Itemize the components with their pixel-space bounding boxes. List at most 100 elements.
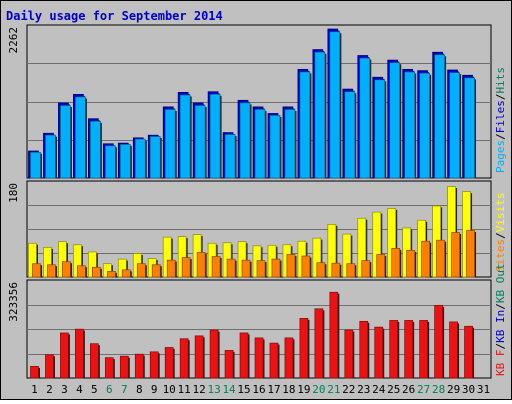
visits-sites-legend-text: Sites/Visits <box>494 193 507 273</box>
bar-sites-day-27 <box>421 240 430 278</box>
bar-pages-day-20 <box>314 51 326 179</box>
legend-kb-in: KB In <box>494 310 507 343</box>
hits-files-pages-legend: Pages/Files/Hits <box>494 67 507 173</box>
bar-pages-day-24 <box>374 79 386 179</box>
x-tick-label: 22 <box>342 383 355 396</box>
bar-kb-f-day-4 <box>75 328 84 379</box>
x-tick-label: 11 <box>178 383 191 396</box>
bar-kb-f-day-20 <box>314 308 324 379</box>
bar-pages-day-28 <box>434 54 445 179</box>
bar-pages-day-11 <box>179 94 191 179</box>
bar-pages-day-21 <box>329 31 341 179</box>
bar-kb-f-day-10 <box>164 347 174 379</box>
legend-separator: / <box>494 343 507 350</box>
y-max-label: 2262 <box>7 27 20 54</box>
bar-kb-f-day-8 <box>134 353 144 379</box>
bar-sites-day-15 <box>241 259 251 278</box>
bar-sites-day-30 <box>466 230 475 278</box>
legend-kb-out: KB Out <box>494 263 507 303</box>
bar-kb-f-day-15 <box>239 332 249 379</box>
bar-kb-f-day-22 <box>344 329 354 379</box>
bar-kb-f-day-14 <box>224 350 234 379</box>
bar-sites-day-11 <box>181 257 191 278</box>
bar-sites-day-4 <box>77 265 86 278</box>
legend-separator: / <box>494 94 507 101</box>
x-tick-label: 13 <box>207 383 220 396</box>
legend-files: Files <box>494 100 507 133</box>
x-tick-label: 29 <box>447 383 460 396</box>
bar-pages-day-9 <box>149 136 161 179</box>
bar-pages-day-7 <box>119 144 131 179</box>
bar-kb-f-day-6 <box>104 357 114 379</box>
bar-sites-day-2 <box>47 264 56 278</box>
y-max-label: 180 <box>7 183 20 203</box>
bar-pages-day-25 <box>389 62 401 179</box>
bar-pages-day-6 <box>104 145 116 179</box>
visits-sites-panel: 180 <box>7 180 492 278</box>
x-tick-label: 24 <box>372 383 386 396</box>
bar-sites-day-9 <box>151 264 161 278</box>
bar-sites-day-24 <box>376 254 386 278</box>
x-tick-label: 27 <box>417 383 430 396</box>
bar-kb-f-day-13 <box>209 329 219 379</box>
x-tick-label: 19 <box>297 383 310 396</box>
x-tick-label: 14 <box>222 383 236 396</box>
kbytes-panel: 323356 <box>7 279 492 379</box>
bar-kb-f-day-23 <box>359 320 369 379</box>
visits-sites-legend: Sites/Visits <box>494 193 507 273</box>
bar-kb-f-day-28 <box>434 304 443 379</box>
bar-kb-f-day-27 <box>419 320 428 379</box>
bar-kb-f-day-21 <box>329 291 339 379</box>
x-tick-label: 12 <box>193 383 206 396</box>
chart-panels: 2262 180 323356 <box>7 24 492 379</box>
kbytes-legend: KB F/KB In/KB Out <box>494 263 507 376</box>
bar-pages-day-27 <box>419 72 430 179</box>
bar-kb-f-day-9 <box>149 351 159 379</box>
bar-sites-day-21 <box>331 262 341 278</box>
x-tick-label: 28 <box>432 383 445 396</box>
x-tick-label: 26 <box>402 383 415 396</box>
bar-pages-day-13 <box>209 93 221 179</box>
bar-sites-day-16 <box>256 260 266 278</box>
bar-pages-day-18 <box>284 109 296 179</box>
x-tick-label: 17 <box>267 383 280 396</box>
legend-separator: / <box>494 303 507 310</box>
x-tick-label: 3 <box>61 383 68 396</box>
x-tick-label: 4 <box>76 383 83 396</box>
bar-kb-f-day-26 <box>404 320 414 379</box>
bar-pages-day-2 <box>45 134 56 179</box>
bar-pages-day-8 <box>134 138 146 179</box>
bar-pages-day-30 <box>464 77 475 179</box>
bar-sites-day-10 <box>166 259 176 278</box>
bar-pages-day-15 <box>239 102 251 179</box>
x-tick-label: 7 <box>121 383 128 396</box>
bar-sites-day-25 <box>391 248 401 278</box>
legend-separator: / <box>494 232 507 239</box>
bar-sites-day-5 <box>92 266 101 278</box>
y-max-label: 323356 <box>7 282 20 322</box>
bar-sites-day-14 <box>226 258 236 278</box>
bar-kb-f-day-25 <box>389 320 399 379</box>
bar-sites-day-7 <box>121 269 131 278</box>
bar-kb-f-day-2 <box>45 354 54 379</box>
bar-kb-f-day-5 <box>90 343 99 379</box>
legend-sites: Sites <box>494 239 507 272</box>
bar-sites-day-22 <box>346 263 356 278</box>
x-tick-label: 9 <box>151 383 158 396</box>
bar-sites-day-19 <box>301 255 311 278</box>
bar-sites-day-1 <box>32 263 41 278</box>
x-tick-label: 30 <box>462 383 475 396</box>
legend-separator: / <box>494 133 507 140</box>
bar-kb-f-day-3 <box>60 332 69 379</box>
x-tick-label: 31 <box>477 383 490 396</box>
bar-sites-day-28 <box>436 239 445 278</box>
bar-kb-f-day-17 <box>269 342 279 379</box>
bar-pages-day-26 <box>404 71 416 179</box>
kbytes-legend-text: KB F/KB In/KB Out <box>494 263 507 376</box>
bar-kb-f-day-12 <box>194 335 204 379</box>
hits-files-pages-legend-text: Pages/Files/Hits <box>494 67 507 173</box>
bar-kb-f-day-19 <box>299 318 309 379</box>
bar-pages-day-16 <box>254 109 266 179</box>
